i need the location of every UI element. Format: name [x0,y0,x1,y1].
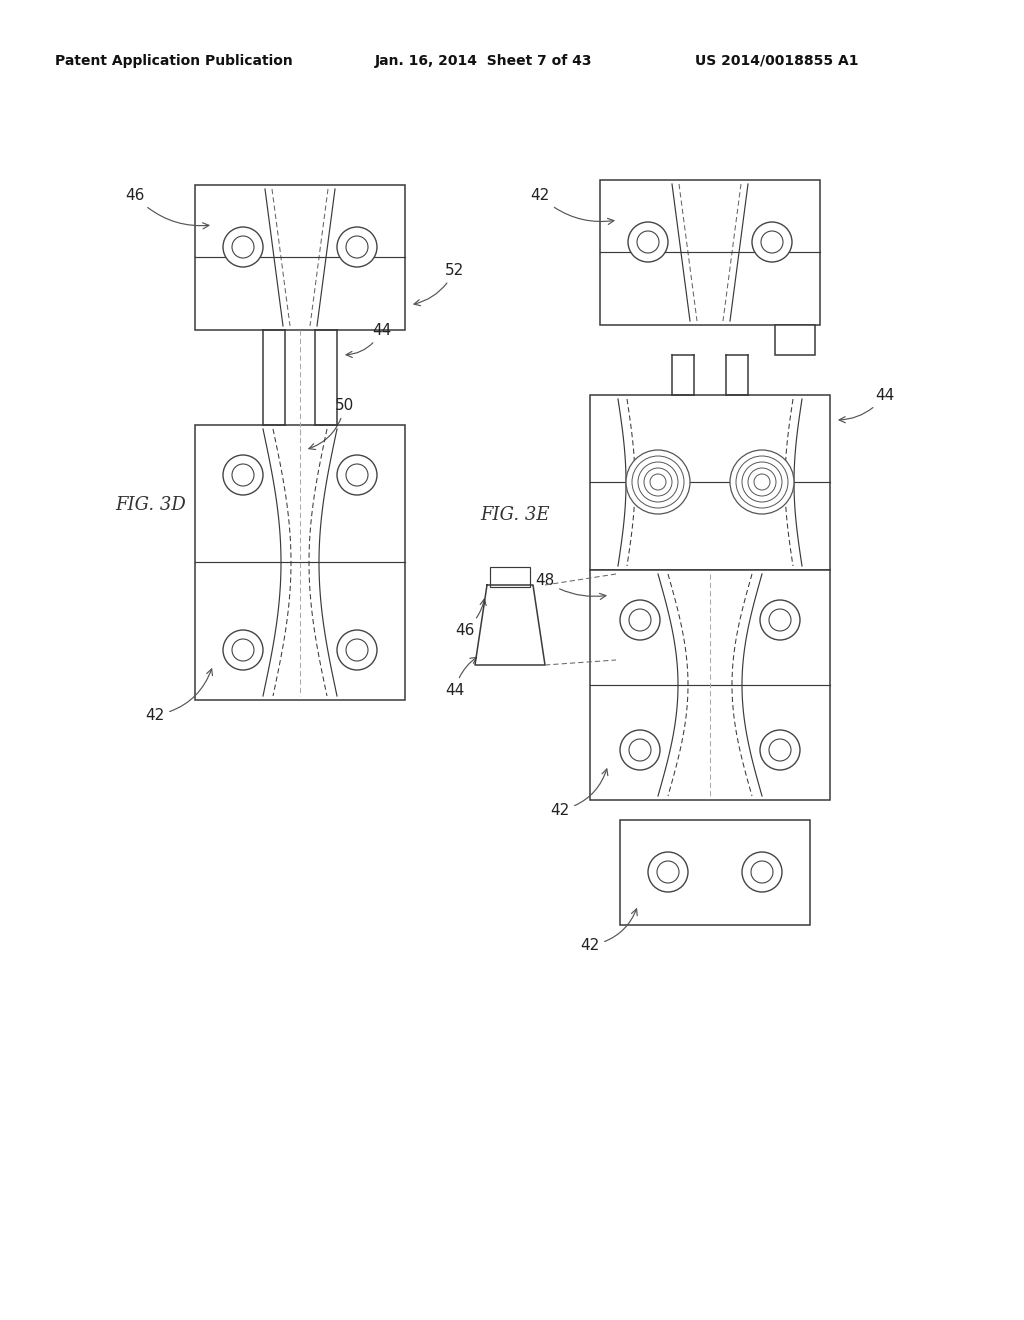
Bar [490,568,530,587]
Text: 50: 50 [309,399,354,450]
Bar [600,180,820,325]
Text: FIG. 3E: FIG. 3E [480,506,550,524]
Circle shape [337,455,377,495]
Text: 44: 44 [839,388,894,422]
Circle shape [748,469,776,496]
Circle shape [742,462,782,502]
Text: 44: 44 [346,323,391,358]
Text: Patent Application Publication: Patent Application Publication [55,54,293,69]
Bar [590,395,830,570]
Circle shape [223,455,263,495]
Circle shape [626,450,690,513]
Circle shape [751,861,773,883]
Circle shape [232,639,254,661]
Circle shape [629,739,651,762]
Circle shape [644,469,672,496]
Circle shape [769,609,791,631]
Circle shape [769,739,791,762]
Circle shape [648,851,688,892]
Bar [590,570,830,800]
Circle shape [760,730,800,770]
Text: 42: 42 [550,770,608,818]
Circle shape [638,462,678,502]
Circle shape [761,231,783,253]
Text: US 2014/0018855 A1: US 2014/0018855 A1 [695,54,858,69]
Circle shape [232,236,254,257]
Text: 46: 46 [455,599,486,638]
Circle shape [620,730,660,770]
Text: 44: 44 [445,657,476,698]
Text: 52: 52 [414,263,464,306]
Circle shape [620,601,660,640]
Circle shape [632,455,684,508]
Circle shape [754,474,770,490]
Circle shape [742,851,782,892]
Circle shape [346,236,368,257]
Text: 42: 42 [580,909,637,953]
Circle shape [752,222,792,261]
Circle shape [637,231,659,253]
Text: FIG. 3D: FIG. 3D [115,496,185,513]
Circle shape [346,639,368,661]
Circle shape [730,450,794,513]
Text: 46: 46 [125,187,209,228]
Bar [620,820,810,925]
Circle shape [650,474,666,490]
Bar [195,425,406,700]
Circle shape [337,630,377,671]
Circle shape [223,227,263,267]
Circle shape [736,455,788,508]
Bar [775,325,815,355]
Circle shape [628,222,668,261]
Circle shape [629,609,651,631]
Circle shape [346,465,368,486]
Circle shape [657,861,679,883]
Circle shape [232,465,254,486]
Text: 48: 48 [535,573,606,599]
Text: 42: 42 [530,187,614,224]
Circle shape [760,601,800,640]
Bar [195,185,406,330]
Text: 42: 42 [145,669,212,723]
Circle shape [337,227,377,267]
Circle shape [223,630,263,671]
Text: Jan. 16, 2014  Sheet 7 of 43: Jan. 16, 2014 Sheet 7 of 43 [375,54,593,69]
